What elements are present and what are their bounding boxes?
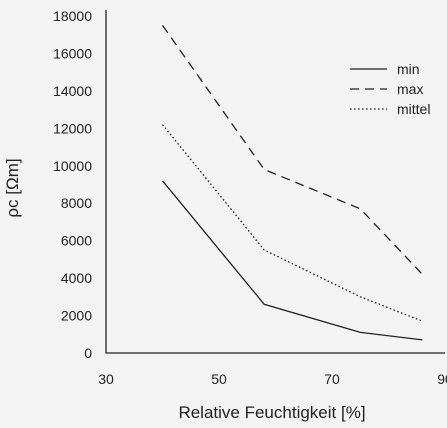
y-tick-label: 10000: [53, 158, 92, 174]
y-tick-label: 12000: [53, 120, 92, 136]
y-tick-label: 18000: [53, 8, 92, 24]
x-axis-title: Relative Feuchtigkeit [%]: [178, 403, 365, 422]
y-tick-label: 4000: [61, 270, 92, 286]
legend-label-min: min: [397, 61, 420, 77]
series-line-max: [161, 25, 423, 275]
y-tick-label: 0: [84, 345, 92, 361]
x-tick-label: 50: [211, 371, 227, 387]
series-line-mittel: [161, 124, 423, 322]
axes: [105, 10, 445, 354]
y-tick-label: 16000: [53, 45, 92, 61]
legend-label-max: max: [397, 81, 423, 97]
legend-label-mittel: mittel: [397, 101, 430, 117]
x-tick-label: 30: [98, 371, 114, 387]
series-lines: [161, 25, 423, 341]
y-tick-labels: 0 2000 4000 6000 8000 10000 12000 14000 16000 180…: [53, 8, 92, 361]
y-tick-label: 6000: [61, 233, 92, 249]
y-tick-label: 14000: [53, 83, 92, 99]
y-axis-title: ρc [Ωm]: [3, 158, 22, 217]
legend: min max mittel: [350, 61, 430, 117]
y-tick-label: 8000: [61, 195, 92, 211]
series-line-min: [161, 180, 423, 341]
x-tick-label: 70: [324, 371, 340, 387]
x-tick-label: 90: [437, 371, 447, 387]
x-tick-labels: 30 50 70 90: [98, 371, 447, 387]
y-tick-label: 2000: [61, 308, 92, 324]
